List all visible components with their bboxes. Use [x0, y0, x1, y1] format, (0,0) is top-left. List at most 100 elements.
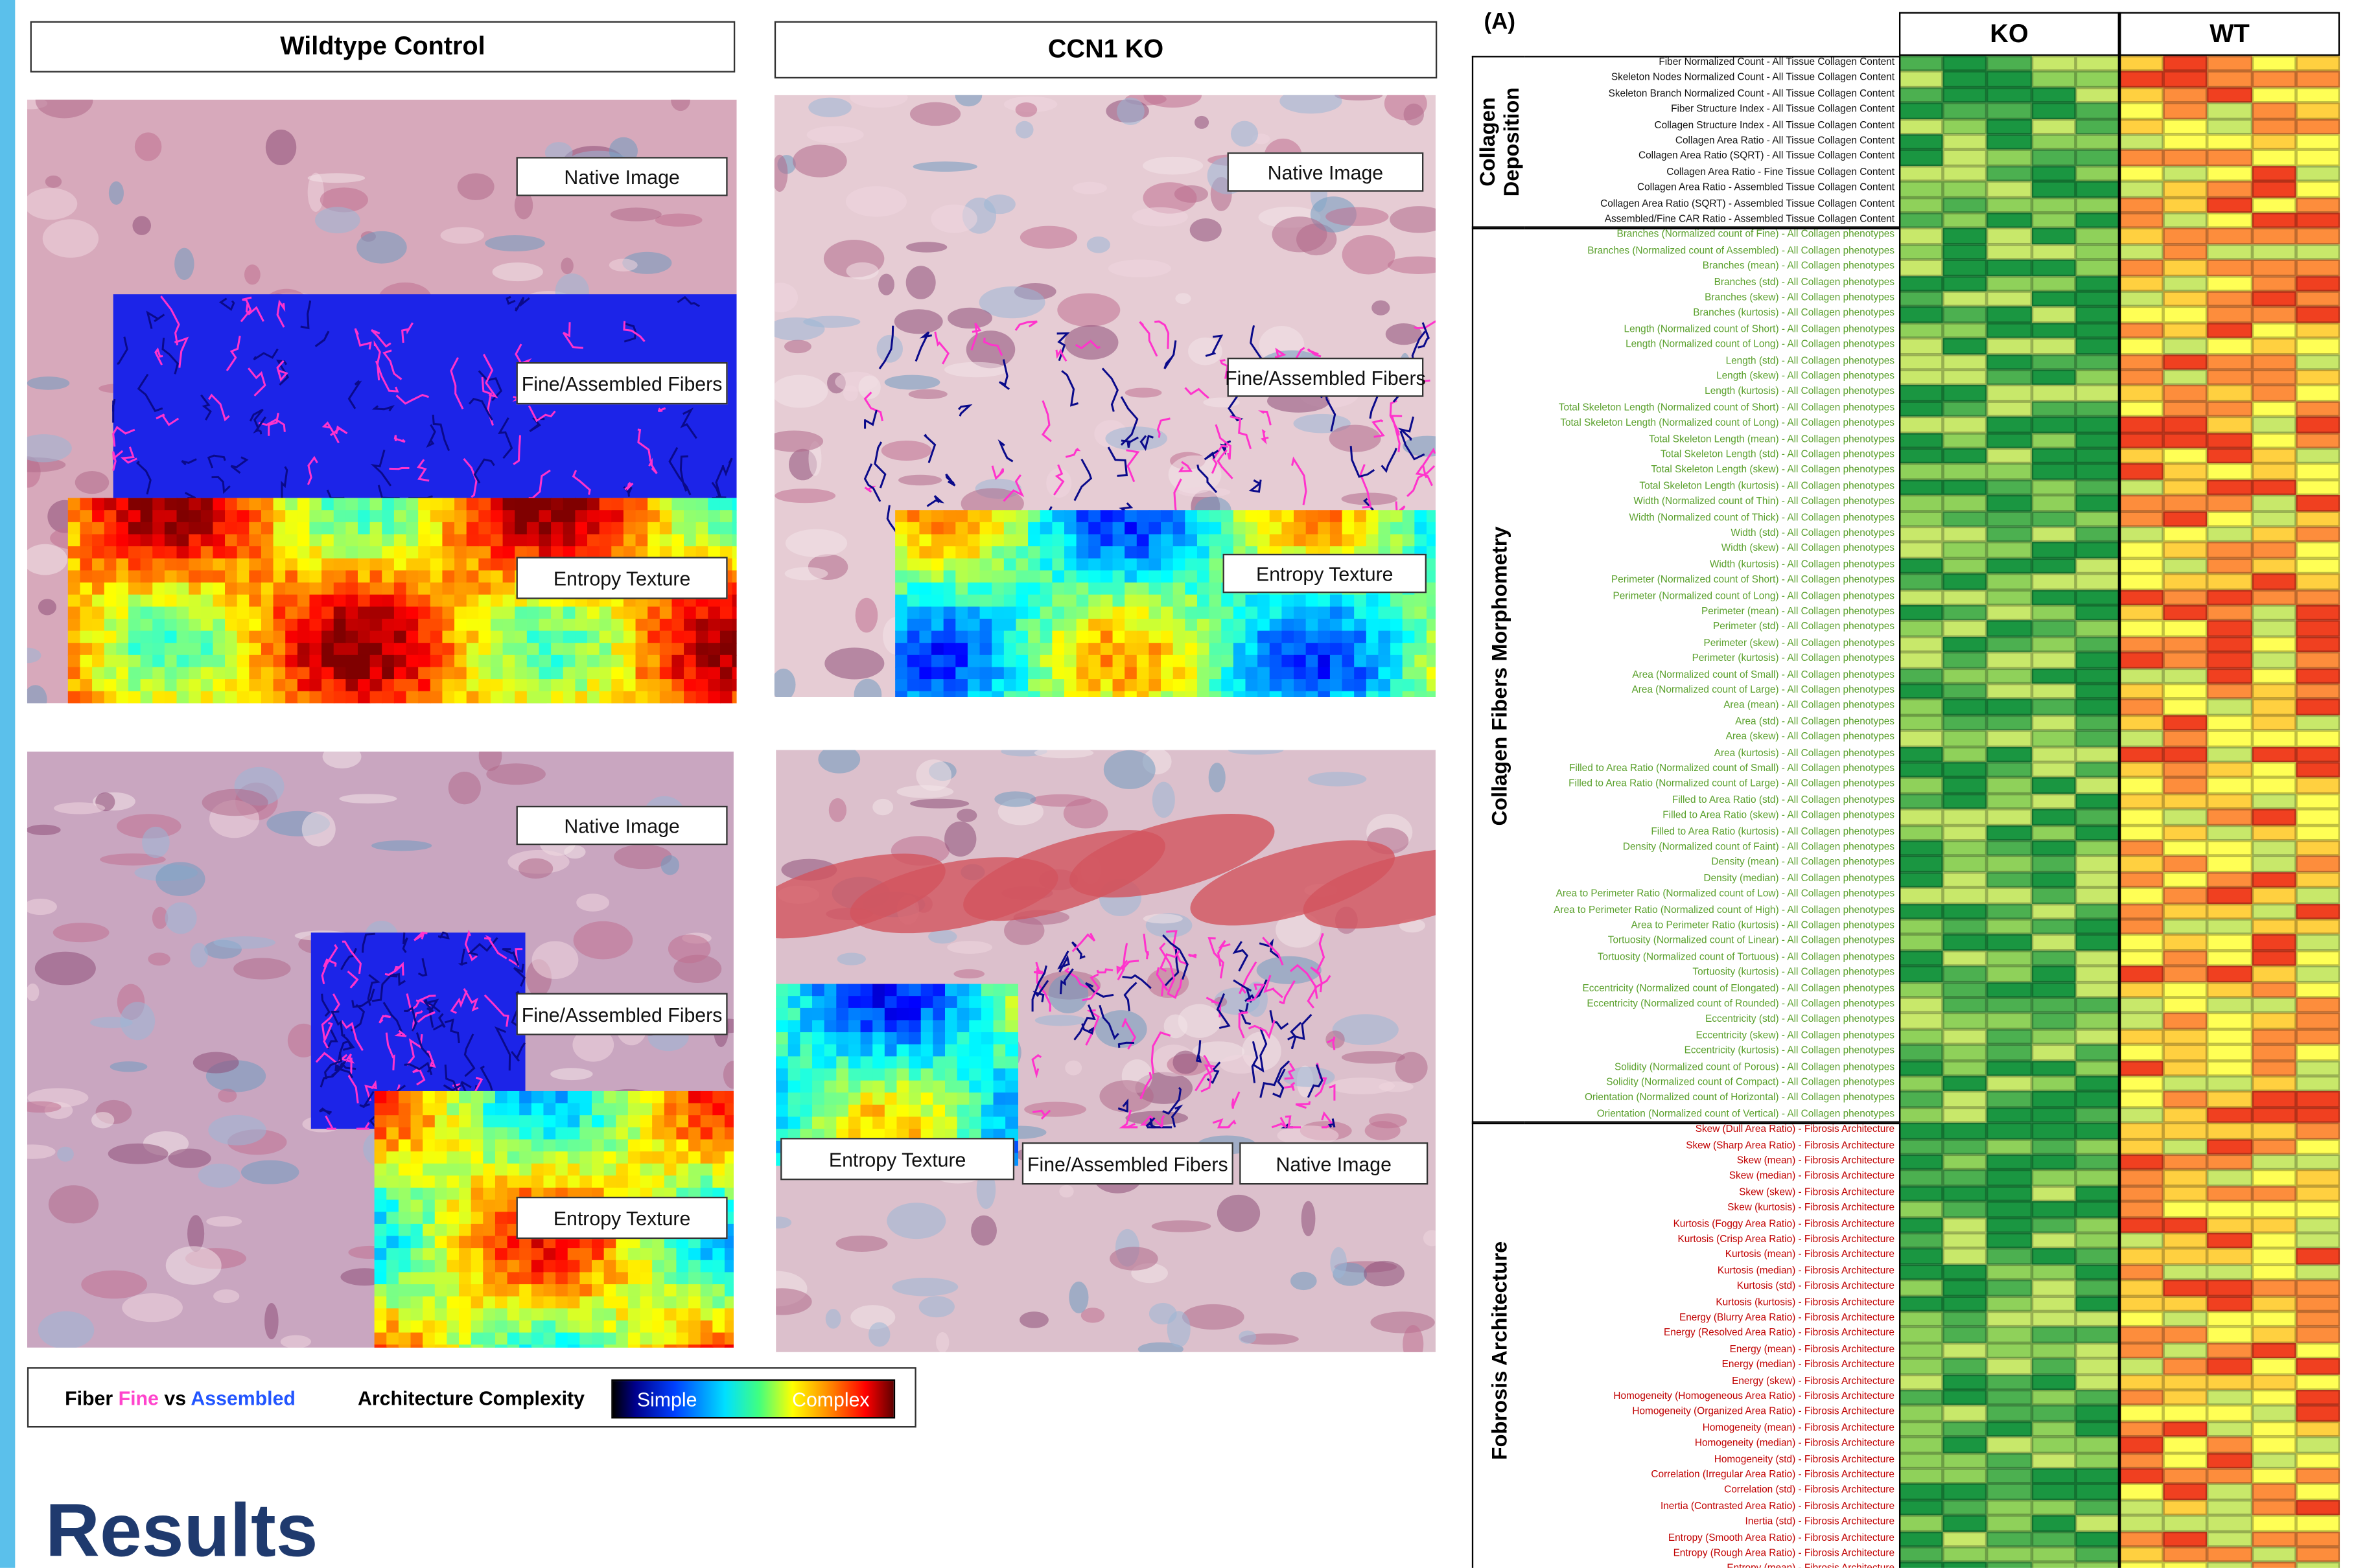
entropy-cell	[604, 1103, 617, 1116]
entropy-cell	[435, 1175, 448, 1188]
entropy-cell	[981, 1068, 994, 1081]
cell	[878, 273, 894, 295]
entropy-cell	[423, 1284, 436, 1297]
entropy-cell	[471, 1212, 484, 1225]
entropy-cell	[885, 984, 898, 997]
entropy-cell	[1161, 667, 1174, 680]
cell	[1325, 207, 1388, 226]
row-label-text: Eccentricity (skew) - All Collagen pheno…	[1696, 1029, 1895, 1044]
heatmap-cell	[2252, 292, 2296, 307]
row-label: Perimeter (std) - All Collagen phenotype…	[1524, 621, 1899, 636]
entropy-cell	[1161, 522, 1174, 535]
entropy-cell	[459, 1320, 472, 1333]
entropy-cell	[800, 1117, 813, 1130]
row-label-text: Tortuosity (Normalized count of Linear) …	[1608, 935, 1895, 951]
entropy-cell	[80, 582, 93, 595]
entropy-cell	[370, 559, 383, 571]
heatmap-cell	[2296, 338, 2340, 354]
heatmap-cell	[2163, 1296, 2208, 1311]
entropy-cell	[1125, 619, 1137, 632]
entropy-cell	[836, 1044, 849, 1057]
heatmap-cell	[2163, 731, 2208, 746]
heatmap-cell	[2119, 1233, 2163, 1249]
entropy-cell	[1004, 679, 1017, 692]
row-label: Collagen Area Ratio - Fine Tissue Collag…	[1524, 166, 1899, 181]
heatmap-cell	[2031, 150, 2075, 165]
entropy-cell	[696, 606, 709, 619]
heatmap-cell	[2075, 778, 2119, 793]
entropy-cell	[872, 1117, 885, 1130]
heatmap-cell	[2075, 1123, 2119, 1138]
entropy-cell	[189, 546, 202, 559]
heatmap-cell	[2031, 401, 2075, 417]
heatmap-cell	[1987, 1170, 2031, 1186]
heatmap-cell	[1987, 605, 2031, 621]
entropy-cell	[955, 643, 968, 656]
entropy-cell	[519, 1248, 532, 1261]
entropy-cell	[274, 559, 286, 571]
entropy-cell	[345, 606, 358, 619]
entropy-cell	[1077, 606, 1090, 619]
entropy-cell	[788, 1056, 801, 1069]
entropy-cell	[447, 1224, 460, 1237]
entropy-cell	[411, 1115, 424, 1128]
entropy-cell	[467, 582, 480, 595]
heatmap-cell	[1987, 401, 2031, 417]
heatmap-cell	[2163, 1547, 2208, 1562]
heatmap-cell	[2208, 590, 2252, 605]
image-label: Native Image	[517, 157, 728, 196]
entropy-cell	[386, 1248, 399, 1261]
entropy-cell	[1064, 570, 1077, 583]
cell	[807, 126, 864, 144]
heatmap-cell	[1943, 636, 1987, 652]
entropy-cell	[994, 1020, 1007, 1033]
entropy-cell	[640, 1344, 653, 1348]
heatmap-cell	[1943, 1076, 1987, 1092]
row-label-text: Area (mean) - All Collagen phenotypes	[1723, 699, 1895, 715]
entropy-cell	[1101, 570, 1114, 583]
entropy-cell	[568, 1127, 581, 1140]
entropy-cell	[483, 1308, 496, 1321]
entropy-cell	[358, 546, 371, 559]
entropy-cell	[676, 1164, 689, 1177]
entropy-cell	[712, 1175, 725, 1188]
entropy-cell	[334, 546, 347, 559]
entropy-cell	[563, 522, 576, 535]
cell	[1069, 1282, 1088, 1313]
entropy-cell	[495, 1308, 508, 1321]
entropy-cell	[872, 1044, 885, 1057]
entropy-cell	[152, 559, 165, 571]
heatmap-cell	[2252, 966, 2296, 982]
heatmap-cell	[2252, 166, 2296, 181]
entropy-cell	[104, 606, 117, 619]
entropy-cell	[519, 1175, 532, 1188]
heatmap-cell	[1943, 856, 1987, 871]
heatmap-cell	[1943, 998, 1987, 1013]
row-label: Entropy (Smooth Area Ratio) - Fibrosis A…	[1524, 1531, 1899, 1547]
entropy-cell	[861, 1105, 874, 1118]
entropy-cell	[406, 498, 419, 511]
entropy-cell	[483, 1139, 496, 1152]
entropy-cell	[933, 1008, 946, 1021]
heatmap-cell	[2163, 71, 2208, 87]
entropy-cell	[563, 679, 576, 692]
heatmap-cell	[1899, 1249, 1943, 1264]
heatmap-cell	[1943, 825, 1987, 840]
section-title: Results	[45, 1491, 318, 1568]
group-cell: Collagen Fibers Morphometry	[1472, 229, 1525, 1124]
row-label: Homogeneity (median) - Fibrosis Architec…	[1524, 1437, 1899, 1453]
entropy-cell	[1257, 595, 1270, 608]
entropy-cell	[1161, 606, 1174, 619]
entropy-cell	[652, 1320, 665, 1333]
entropy-cell	[1403, 522, 1416, 535]
entropy-cell	[1354, 522, 1367, 535]
entropy-cell	[435, 1272, 448, 1285]
heatmap-cell	[1943, 1139, 1987, 1155]
heatmap-cell	[1987, 1531, 2031, 1547]
entropy-cell	[394, 510, 407, 523]
heatmap-cell	[1987, 888, 2031, 903]
entropy-cell	[382, 510, 395, 523]
row-label: Width (kurtosis) - All Collagen phenotyp…	[1524, 558, 1899, 573]
heatmap-cell	[2208, 1531, 2252, 1547]
heatmap-cell	[2163, 919, 2208, 934]
